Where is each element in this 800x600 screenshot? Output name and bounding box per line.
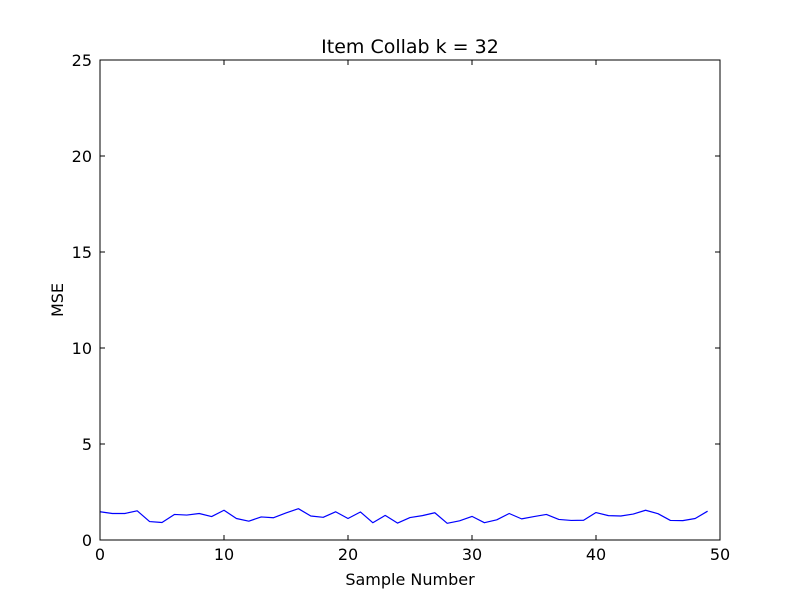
y-tick-label: 25 xyxy=(72,51,92,70)
chart-title: Item Collab k = 32 xyxy=(321,36,499,58)
x-tick-label: 10 xyxy=(214,545,234,564)
y-tick-label: 10 xyxy=(72,339,92,358)
plot-area xyxy=(100,60,720,540)
y-tick-label: 0 xyxy=(82,531,92,550)
y-tick-label: 20 xyxy=(72,147,92,166)
plot-frame xyxy=(99,59,721,541)
x-tick-label: 20 xyxy=(338,545,358,564)
data-layer xyxy=(99,508,708,524)
x-tick-label: 50 xyxy=(710,545,730,564)
x-axis-label: Sample Number xyxy=(345,570,475,589)
x-tick-label: 40 xyxy=(586,545,606,564)
y-tick-label: 15 xyxy=(72,243,92,262)
x-tick-label: 30 xyxy=(462,545,482,564)
y-tick-label: 5 xyxy=(82,435,92,454)
x-tick-label: 0 xyxy=(95,545,105,564)
y-axis-label: MSE xyxy=(48,283,67,317)
series-line xyxy=(99,508,708,524)
